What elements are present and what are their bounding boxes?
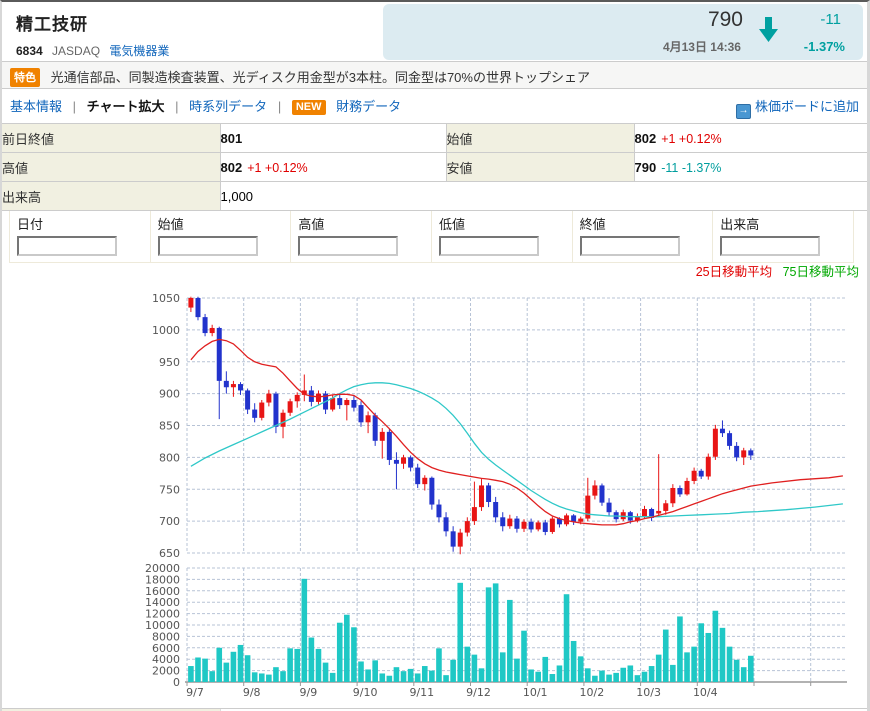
quote-label: 出来高 [2, 181, 221, 211]
quote-panel: 790 4月13日 14:36 -11 -1.37% [383, 4, 863, 60]
field-label: 低値 [438, 217, 465, 232]
svg-text:4000: 4000 [152, 653, 180, 666]
svg-text:8000: 8000 [152, 630, 180, 643]
ma75-legend-label: 75日移動平均 [782, 265, 859, 279]
table-row: 前日終値 801 始値 802 +1 +0.12% [2, 123, 867, 153]
nav-separator: | [277, 99, 282, 114]
svg-text:800: 800 [159, 451, 180, 464]
svg-text:10/1: 10/1 [523, 686, 548, 699]
form-field: 始値 [149, 211, 292, 263]
form-field: 高値 [290, 211, 432, 263]
svg-text:9/11: 9/11 [409, 686, 434, 699]
current-price: 790 [707, 8, 743, 31]
svg-text:10/4: 10/4 [693, 686, 718, 699]
svg-text:9/10: 9/10 [353, 686, 378, 699]
nav-separator: | [175, 99, 179, 114]
quote-label: 高値 [2, 152, 221, 182]
svg-text:10/3: 10/3 [636, 686, 661, 699]
svg-text:850: 850 [159, 420, 180, 433]
svg-text:20000: 20000 [145, 562, 180, 575]
code-line: 6834 JASDAQ 電気機器業 [16, 42, 169, 59]
quote-table: 前日終値 801 始値 802 +1 +0.12% 高値 802 +1 +0.12%… [2, 123, 867, 211]
date-input[interactable] [17, 236, 117, 256]
form-field: 日付 [9, 211, 151, 263]
feature-badge: 特色 [10, 68, 40, 87]
tab-nav: 基本情報 | チャート拡大 | 時系列データ | NEW 財務データ → 株価ボー… [2, 89, 867, 119]
svg-text:9/8: 9/8 [243, 686, 261, 699]
svg-text:9/9: 9/9 [300, 686, 318, 699]
svg-text:16000: 16000 [145, 585, 180, 598]
tab-basic-info[interactable]: 基本情報 [10, 99, 63, 114]
feature-row: 特色 光通信部品、同製造検査装置、光ディスク用金型が3本柱。同金型は70%の世界… [2, 61, 867, 89]
company-info: 精工技研 6834 JASDAQ 電気機器業 [16, 10, 169, 59]
market-name: JASDAQ [52, 44, 101, 58]
table-row: 高値 802 +1 +0.12% 安値 790 -11 -1.37% [2, 152, 867, 182]
quote-value: 790 -11 -1.37% [633, 152, 867, 182]
svg-text:1050: 1050 [152, 292, 180, 305]
table-row [2, 708, 867, 711]
quote-value: 802 +1 +0.12% [219, 152, 447, 182]
form-field: 低値 [430, 211, 573, 263]
ohlc-input-form: 日付 始値 高値 低値 終値 出来高 [9, 211, 854, 263]
svg-text:12000: 12000 [145, 608, 180, 621]
svg-text:14000: 14000 [145, 596, 180, 609]
svg-text:0: 0 [173, 676, 180, 689]
quote-value: 1,000 [219, 181, 867, 211]
quote-value: 801 [219, 123, 447, 153]
close-input[interactable] [579, 236, 680, 256]
svg-text:9/12: 9/12 [466, 686, 491, 699]
svg-text:650: 650 [159, 547, 180, 560]
svg-text:900: 900 [159, 388, 180, 401]
nav-separator: | [72, 99, 77, 114]
field-label: 日付 [17, 217, 44, 232]
low-input[interactable] [438, 236, 539, 256]
add-to-board-link[interactable]: → 株価ボードに追加 [735, 96, 859, 119]
open-input[interactable] [157, 236, 258, 256]
svg-text:750: 750 [159, 483, 180, 496]
new-badge: NEW [291, 100, 326, 115]
company-name: 精工技研 [16, 15, 88, 34]
tab-financial-data[interactable]: 財務データ [336, 99, 402, 114]
add-to-board-icon: → [735, 104, 751, 119]
feature-text: 光通信部品、同製造検査装置、光ディスク用金型が3本柱。同金型は70%の世界トップ… [50, 70, 590, 85]
svg-text:10000: 10000 [145, 619, 180, 632]
header: 精工技研 6834 JASDAQ 電気機器業 790 4月13日 14:36 -… [2, 2, 867, 61]
field-label: 始値 [157, 217, 184, 232]
svg-text:9/7: 9/7 [186, 686, 204, 699]
quote-value: 802 +1 +0.12% [633, 123, 867, 153]
field-label: 出来高 [720, 217, 760, 232]
svg-text:10/2: 10/2 [580, 686, 605, 699]
field-label: 高値 [298, 217, 325, 232]
quote-label [2, 709, 221, 711]
svg-text:6000: 6000 [152, 642, 180, 655]
ma-legend: 25日移動平均 75日移動平均 [2, 263, 867, 282]
form-field: 終値 [571, 211, 714, 263]
volume-input[interactable] [720, 236, 821, 256]
field-label: 終値 [579, 217, 606, 232]
svg-text:18000: 18000 [145, 573, 180, 586]
quote-label: 始値 [445, 123, 635, 153]
stock-code: 6834 [16, 44, 43, 58]
high-input[interactable] [298, 236, 399, 256]
quote-label: 前日終値 [2, 123, 221, 153]
form-field: 出来高 [712, 211, 854, 263]
price-change-percent: -1.37% [803, 39, 845, 54]
quote-label: 安値 [445, 152, 635, 182]
sector-link[interactable]: 電気機器業 [109, 44, 170, 58]
quote-datetime: 4月13日 14:36 [662, 40, 741, 54]
ma25-legend-label: 25日移動平均 [695, 265, 773, 279]
tab-time-series[interactable]: 時系列データ [189, 99, 268, 114]
svg-text:1000: 1000 [152, 324, 180, 337]
svg-text:2000: 2000 [152, 665, 180, 678]
chart-area: 650 700 750 800 850 900 950 1000 1050 0 2000 4000 60… [2, 282, 867, 708]
price-down-arrow-icon [757, 17, 781, 44]
tab-chart-expand[interactable]: チャート拡大 [86, 99, 165, 114]
svg-text:700: 700 [159, 515, 180, 528]
table-row: 出来高 1,000 [2, 181, 867, 211]
svg-text:950: 950 [159, 356, 180, 369]
price-change: -11 [820, 11, 841, 28]
stock-chart: 650 700 750 800 850 900 950 1000 1050 02000400060… [145, 292, 847, 699]
